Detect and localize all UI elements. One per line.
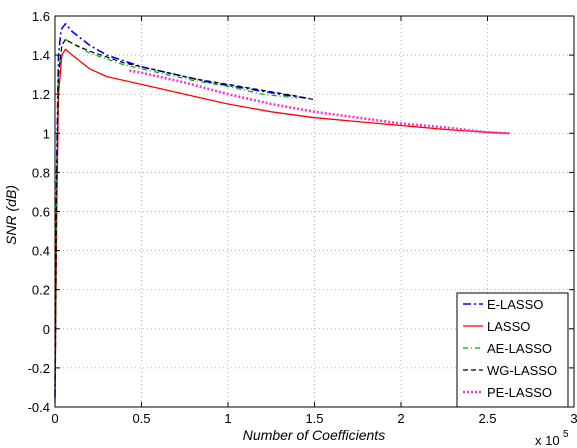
y-tick-label: 1.4 — [32, 48, 50, 63]
x-tick-label: 1 — [224, 411, 231, 426]
legend-label: AE-LASSO — [487, 341, 552, 356]
legend-label: LASSO — [487, 319, 530, 334]
y-tick-label: 1 — [43, 126, 50, 141]
series-lines — [54, 23, 511, 404]
y-tick-label: 0 — [43, 322, 50, 337]
x-tick-label: 1.5 — [305, 411, 323, 426]
x-tick-label: 2.5 — [478, 411, 496, 426]
series-line-pe-lasso — [129, 69, 511, 135]
legend-label: PE-LASSO — [487, 385, 552, 400]
y-tick-label: 0.6 — [32, 205, 50, 220]
y-tick-label: 1.6 — [32, 9, 50, 24]
series-line-e-lasso — [54, 23, 307, 398]
legend: E-LASSO LASSO AE-LASSO WG-LASSO PE-LASSO — [456, 292, 569, 408]
y-tick-label: -0.2 — [28, 361, 50, 376]
x-axis-label: Number of Coefficients — [243, 427, 385, 443]
y-tick-label: 0.4 — [32, 244, 50, 259]
series-line-lasso — [54, 48, 509, 404]
series-line-wg-lasso — [54, 38, 317, 388]
y-tick-label: -0.4 — [28, 400, 50, 415]
legend-items: E-LASSO LASSO AE-LASSO WG-LASSO PE-LASSO — [463, 297, 557, 400]
axis-ticks — [54, 15, 575, 408]
x-multiplier-exponent: 5 — [563, 429, 569, 440]
x-tick-label: 2 — [397, 411, 404, 426]
legend-label: E-LASSO — [487, 297, 543, 312]
x-tick-label: 3 — [570, 411, 577, 426]
legend-label: WG-LASSO — [487, 363, 557, 378]
y-tick-label: 0.8 — [32, 165, 50, 180]
x-tick-label: 0.5 — [132, 411, 150, 426]
y-tick-label: 0.2 — [32, 283, 50, 298]
x-tick-label: 0 — [51, 411, 58, 426]
y-tick-label: 1.2 — [32, 87, 50, 102]
y-axis-label: SNR (dB) — [3, 185, 19, 245]
legend-box — [456, 292, 569, 408]
tick-labels: 0 0.5 1 1.5 2 2.5 3 -0.4 -0.2 0 0.2 0.4 0.6 0.8 1 1.2 1.… — [28, 9, 577, 426]
x-multiplier-label: x 10 — [535, 433, 560, 448]
